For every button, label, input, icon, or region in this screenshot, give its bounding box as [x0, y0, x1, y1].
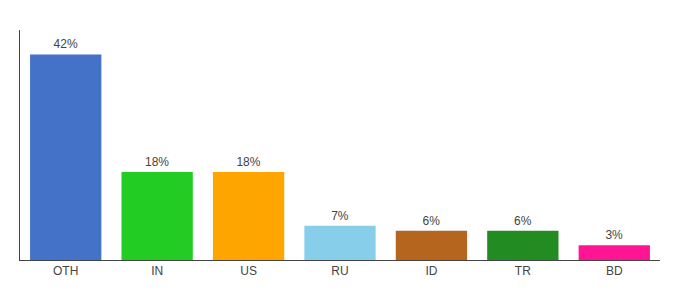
svg-text:42%: 42% [54, 37, 78, 51]
svg-text:OTH: OTH [53, 264, 78, 278]
svg-text:BD: BD [606, 264, 623, 278]
svg-text:IN: IN [151, 264, 163, 278]
svg-text:US: US [240, 264, 257, 278]
svg-text:TR: TR [515, 264, 531, 278]
svg-text:3%: 3% [605, 228, 623, 242]
svg-text:6%: 6% [514, 214, 532, 228]
svg-text:RU: RU [331, 264, 348, 278]
svg-text:6%: 6% [423, 214, 441, 228]
svg-text:18%: 18% [145, 155, 169, 169]
svg-text:7%: 7% [331, 209, 349, 223]
svg-text:ID: ID [425, 264, 437, 278]
svg-text:18%: 18% [236, 155, 260, 169]
